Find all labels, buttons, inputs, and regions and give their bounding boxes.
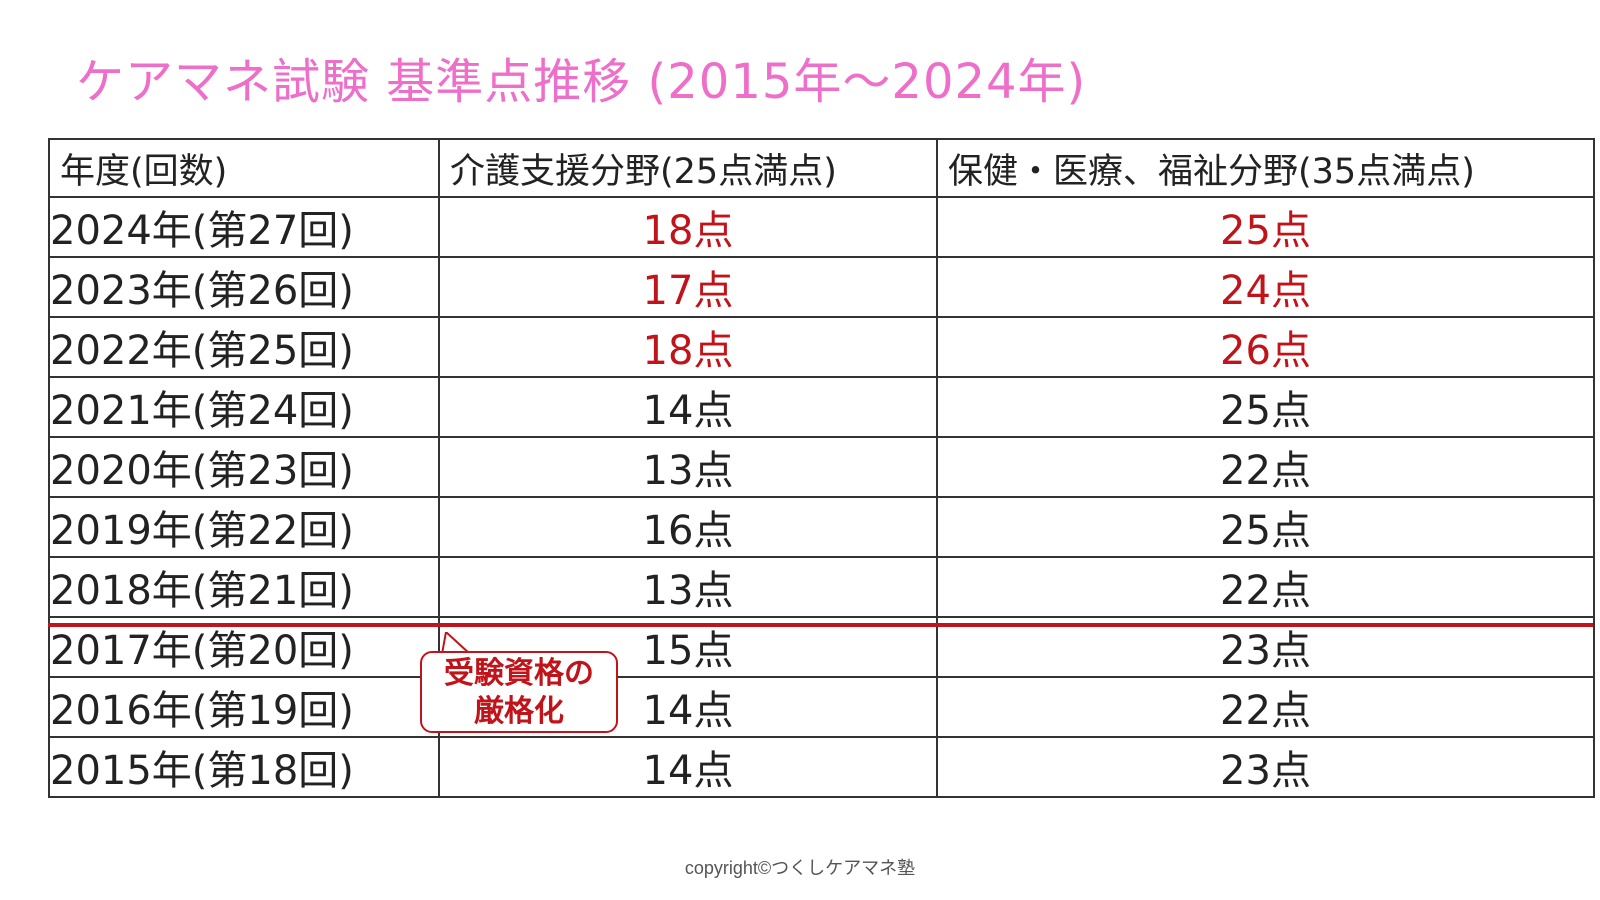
row-care-score: 13点 bbox=[438, 436, 938, 498]
table-row: 2016年(第19回) 14点 22点 bbox=[48, 676, 1595, 738]
eligibility-callout: 受験資格の 厳格化 bbox=[420, 651, 618, 733]
row-medical-score: 24点 bbox=[936, 256, 1595, 318]
row-care-score: 18点 bbox=[438, 196, 938, 258]
row-medical-score: 22点 bbox=[936, 556, 1595, 618]
score-table: 年度(回数) 介護支援分野(25点満点) 保健・医療、福祉分野(35点満点) 2… bbox=[48, 138, 1595, 798]
table-row: 2023年(第26回) 17点 24点 bbox=[48, 256, 1595, 318]
callout-line-2: 厳格化 bbox=[474, 694, 564, 729]
row-year: 2024年(第27回) bbox=[48, 196, 440, 258]
table-row: 2018年(第21回) 13点 22点 bbox=[48, 556, 1595, 618]
row-medical-score: 22点 bbox=[936, 436, 1595, 498]
eligibility-divider-line bbox=[48, 623, 1593, 627]
table-row: 2021年(第24回) 14点 25点 bbox=[48, 376, 1595, 438]
row-year: 2020年(第23回) bbox=[48, 436, 440, 498]
table-row: 2024年(第27回) 18点 25点 bbox=[48, 196, 1595, 258]
row-care-score: 13点 bbox=[438, 556, 938, 618]
row-year: 2019年(第22回) bbox=[48, 496, 440, 558]
row-care-score: 18点 bbox=[438, 316, 938, 378]
table-row: 2020年(第23回) 13点 22点 bbox=[48, 436, 1595, 498]
row-care-score: 16点 bbox=[438, 496, 938, 558]
table-row: 2022年(第25回) 18点 26点 bbox=[48, 316, 1595, 378]
header-medical-field: 保健・医療、福祉分野(35点満点) bbox=[936, 138, 1595, 198]
table-row: 2015年(第18回) 14点 23点 bbox=[48, 736, 1595, 798]
row-year: 2016年(第19回) bbox=[48, 676, 440, 738]
row-care-score: 17点 bbox=[438, 256, 938, 318]
row-medical-score: 26点 bbox=[936, 316, 1595, 378]
callout-line-1: 受験資格の bbox=[444, 656, 594, 691]
row-year: 2022年(第25回) bbox=[48, 316, 440, 378]
row-medical-score: 25点 bbox=[936, 496, 1595, 558]
row-medical-score: 23点 bbox=[936, 736, 1595, 798]
row-year: 2021年(第24回) bbox=[48, 376, 440, 438]
row-medical-score: 25点 bbox=[936, 196, 1595, 258]
header-year: 年度(回数) bbox=[48, 138, 440, 198]
row-year: 2018年(第21回) bbox=[48, 556, 440, 618]
table-header-row: 年度(回数) 介護支援分野(25点満点) 保健・医療、福祉分野(35点満点) bbox=[48, 138, 1595, 198]
row-medical-score: 25点 bbox=[936, 376, 1595, 438]
row-year: 2015年(第18回) bbox=[48, 736, 440, 798]
row-medical-score: 22点 bbox=[936, 676, 1595, 738]
row-care-score: 14点 bbox=[438, 376, 938, 438]
copyright-notice: copyright©つくしケアマネ塾 bbox=[684, 858, 916, 878]
row-year: 2023年(第26回) bbox=[48, 256, 440, 318]
table-row: 2019年(第22回) 16点 25点 bbox=[48, 496, 1595, 558]
row-care-score: 14点 bbox=[438, 736, 938, 798]
header-care-field: 介護支援分野(25点満点) bbox=[438, 138, 938, 198]
page-title: ケアマネ試験 基準点推移 (2015年～2024年) bbox=[76, 54, 1087, 110]
